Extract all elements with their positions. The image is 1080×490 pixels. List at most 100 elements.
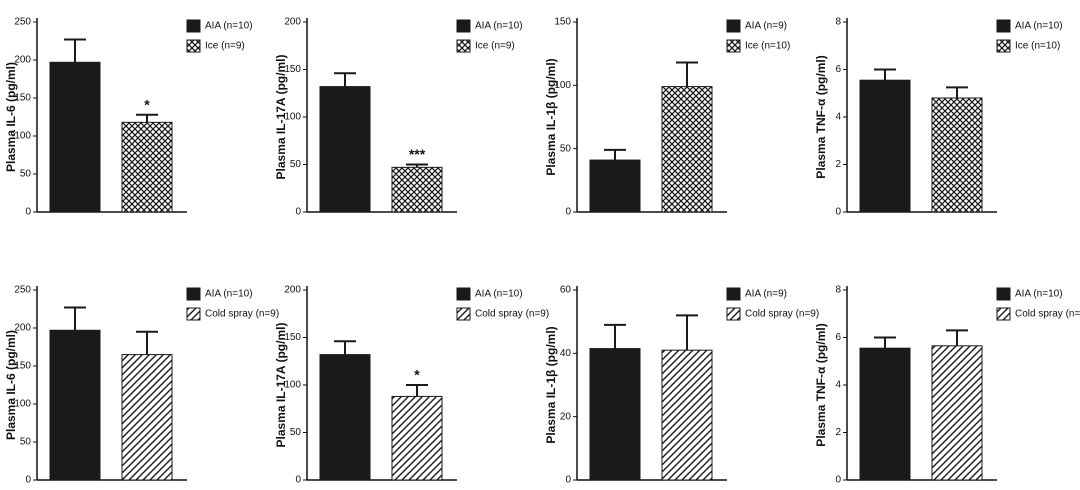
legend-swatch [996, 39, 1011, 53]
error-bar [64, 38, 86, 63]
bar [49, 61, 101, 213]
legend-swatch [456, 307, 471, 321]
y-tick-label: 0 [295, 475, 301, 486]
legend-swatch [996, 19, 1011, 33]
legend-swatch [456, 287, 471, 301]
y-tick-label: 50 [290, 427, 302, 438]
y-tick-label: 150 [284, 64, 301, 75]
error-bar [64, 306, 86, 331]
bar [661, 86, 713, 213]
legend-swatch [726, 19, 741, 33]
y-tick-label: 40 [560, 348, 572, 359]
legend-swatch [186, 39, 201, 53]
y-tick-label: 8 [835, 17, 841, 28]
y-tick-label: 50 [560, 143, 572, 154]
legend-label: Ice (n=10) [1015, 41, 1060, 52]
y-tick-label: 100 [284, 380, 301, 391]
error-bar [406, 384, 428, 397]
y-tick-label: 8 [835, 285, 841, 296]
y-tick-label: 0 [835, 475, 841, 486]
y-tick-label: 6 [835, 64, 841, 75]
legend-label: Cold spray (n=9) [475, 309, 549, 320]
error-bar [676, 314, 698, 351]
legend-label: AIA (n=9) [745, 289, 787, 300]
error-bar [874, 336, 896, 349]
bar [49, 329, 101, 481]
y-tick-label: 0 [565, 207, 571, 218]
legend-swatch [996, 307, 1011, 321]
error-bar [604, 148, 626, 161]
y-tick-label: 4 [835, 380, 841, 391]
legend-swatch [186, 287, 201, 301]
bar [319, 354, 371, 481]
y-tick-label: 2 [835, 427, 841, 438]
y-tick-label: 20 [560, 411, 572, 422]
bar [661, 349, 713, 481]
y-tick-label: 50 [290, 159, 302, 170]
legend-label: AIA (n=10) [1015, 289, 1063, 300]
legend-swatch [996, 287, 1011, 301]
error-bar [334, 72, 356, 87]
y-tick-label: 50 [20, 169, 32, 180]
y-tick-label: 0 [295, 207, 301, 218]
legend-swatch [456, 19, 471, 33]
legend-label: AIA (n=10) [1015, 21, 1063, 32]
error-bar [136, 330, 158, 355]
legend-label: Cold spray (n=9) [745, 309, 819, 320]
y-axis-label: Plasma IL-17A (pg/ml) [274, 55, 288, 180]
legend-label: AIA (n=10) [475, 289, 523, 300]
legend-swatch [726, 287, 741, 301]
bar [589, 348, 641, 481]
legend-label: AIA (n=10) [205, 289, 253, 300]
bar [589, 159, 641, 213]
bar [121, 354, 173, 481]
legend-swatch [186, 307, 201, 321]
y-axis-label: Plasma IL-17A (pg/ml) [274, 323, 288, 448]
error-bar [676, 61, 698, 87]
legend-label: Ice (n=9) [205, 41, 245, 52]
error-bar [334, 340, 356, 355]
y-axis-label: Plasma TNF-α (pg/ml) [814, 323, 828, 446]
significance: * [414, 367, 420, 383]
error-bar [136, 113, 158, 123]
legend-label: AIA (n=9) [745, 21, 787, 32]
y-tick-label: 150 [14, 93, 31, 104]
y-axis-label: Plasma TNF-α (pg/ml) [814, 55, 828, 178]
y-tick-label: 60 [560, 285, 572, 296]
y-tick-label: 150 [284, 332, 301, 343]
y-tick-label: 2 [835, 159, 841, 170]
y-tick-label: 6 [835, 332, 841, 343]
bar [931, 97, 983, 213]
legend-label: Ice (n=9) [475, 41, 515, 52]
y-tick-label: 100 [14, 131, 31, 142]
significance: *** [409, 146, 426, 162]
y-tick-label: 0 [25, 207, 31, 218]
error-bar [874, 68, 896, 81]
legend-swatch [456, 39, 471, 53]
bar [859, 347, 911, 481]
y-tick-label: 4 [835, 112, 841, 123]
bar [319, 86, 371, 213]
legend-swatch [726, 307, 741, 321]
legend-label: Cold spray (n=9) [205, 309, 279, 320]
y-tick-label: 200 [284, 285, 301, 296]
y-tick-label: 250 [14, 285, 31, 296]
error-bar [946, 329, 968, 346]
y-tick-label: 200 [14, 55, 31, 66]
y-tick-label: 0 [835, 207, 841, 218]
legend-swatch [726, 39, 741, 53]
y-axis-label: Plasma IL-1β (pg/ml) [544, 58, 558, 175]
bar [859, 79, 911, 213]
bar [121, 121, 173, 213]
y-tick-label: 100 [14, 399, 31, 410]
y-axis-label: Plasma IL-6 (pg/ml) [4, 330, 18, 440]
y-tick-label: 100 [284, 112, 301, 123]
legend-label: AIA (n=10) [205, 21, 253, 32]
y-tick-label: 0 [25, 475, 31, 486]
y-tick-label: 200 [284, 17, 301, 28]
bar [931, 345, 983, 481]
y-tick-label: 250 [14, 17, 31, 28]
bar [391, 166, 443, 213]
